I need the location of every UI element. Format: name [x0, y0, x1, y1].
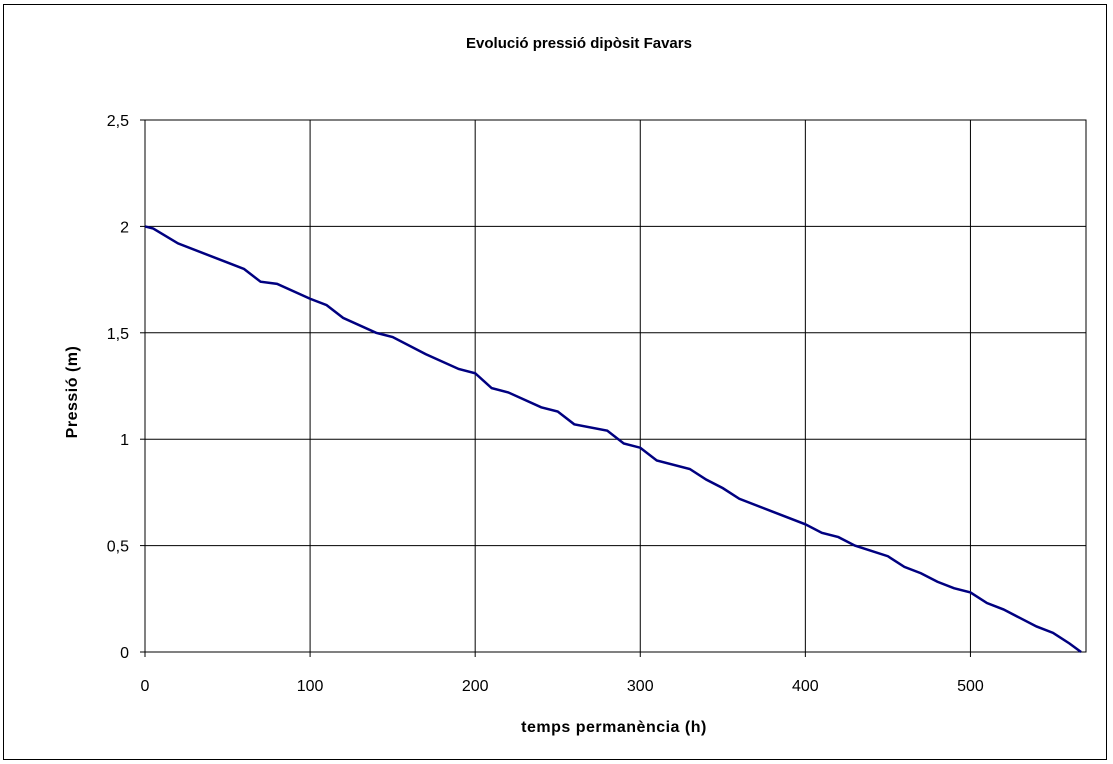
y-axis-title: Pressió (m): [64, 346, 81, 439]
plot-area: [144, 119, 1087, 653]
x-tick-label: 400: [792, 678, 819, 695]
x-axis-title: temps permanència (h): [521, 719, 707, 736]
x-tick-label: 500: [957, 678, 984, 695]
y-tick-label: 1,5: [107, 326, 129, 343]
series-line: [144, 225, 1082, 654]
chart-frame: [3, 4, 1107, 760]
y-tick-label: 1: [120, 432, 129, 449]
y-tick-label: 2,5: [107, 113, 129, 130]
y-tick-label: 0: [120, 645, 129, 662]
y-tick-label: 2: [120, 219, 129, 236]
x-tick-label: 300: [627, 678, 654, 695]
grid: [144, 119, 1086, 653]
x-axis: 0 100 200 300 400 500: [141, 652, 984, 695]
y-axis: 0 0,5 1 1,5 2 2,5: [107, 113, 145, 662]
x-tick-label: 100: [297, 678, 324, 695]
y-tick-label: 0,5: [107, 539, 129, 556]
x-tick-label: 200: [462, 678, 489, 695]
chart-title: Evolució pressió dipòsit Favars: [466, 35, 692, 52]
x-tick-label: 0: [141, 678, 150, 695]
